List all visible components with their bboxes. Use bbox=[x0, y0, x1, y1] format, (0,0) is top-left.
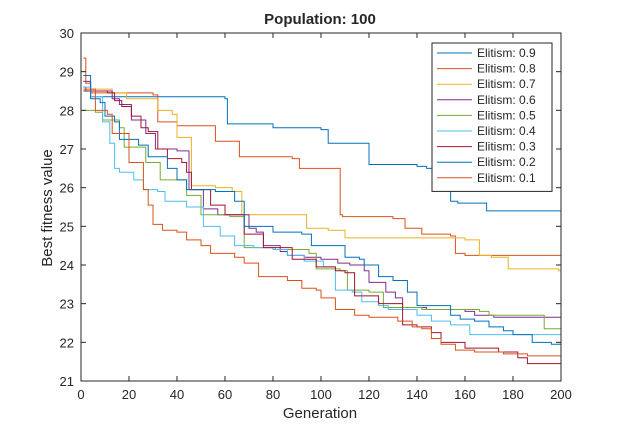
legend-entry-label: Elitism: 0.2 bbox=[477, 155, 536, 169]
x-tick-label: 120 bbox=[358, 387, 380, 402]
x-tick-label: 160 bbox=[454, 387, 476, 402]
legend-entry-label: Elitism: 0.4 bbox=[477, 124, 536, 138]
legend-entry-label: Elitism: 0.5 bbox=[477, 108, 536, 122]
legend-entry-label: Elitism: 0.6 bbox=[477, 93, 536, 107]
x-tick-label: 80 bbox=[266, 387, 280, 402]
x-tick-label: 40 bbox=[170, 387, 184, 402]
y-tick-label: 22 bbox=[60, 335, 74, 350]
series-line-9 bbox=[83, 88, 561, 357]
series-group bbox=[83, 57, 562, 365]
x-axis-label: Generation bbox=[283, 405, 357, 422]
y-tick-label: 30 bbox=[60, 26, 74, 41]
x-tick-label: 140 bbox=[406, 387, 428, 402]
y-tick-label: 26 bbox=[60, 181, 74, 196]
y-tick-label: 28 bbox=[60, 103, 74, 118]
x-tick-label: 20 bbox=[122, 387, 136, 402]
y-tick-label: 25 bbox=[60, 219, 74, 234]
legend-entry-label: Elitism: 0.3 bbox=[477, 140, 536, 154]
y-tick-label: 27 bbox=[60, 142, 74, 157]
series-line-2 bbox=[83, 57, 561, 256]
legend-entry-label: Elitism: 0.1 bbox=[477, 171, 536, 185]
y-tick-label: 24 bbox=[60, 258, 74, 273]
chart-title: Population: 100 bbox=[264, 11, 376, 28]
y-tick-label: 29 bbox=[60, 65, 74, 80]
axes-group: 0 20 40 60 80 100 120 140 160 180 200 21 22 23 24 25 26 2… bbox=[60, 26, 572, 402]
y-tick-label: 23 bbox=[60, 297, 74, 312]
series-line-8 bbox=[83, 75, 562, 349]
legend-entry-label: Elitism: 0.8 bbox=[477, 62, 536, 76]
y-axis-label: Best fitness value bbox=[39, 149, 56, 267]
legend-entry-label: Elitism: 0.9 bbox=[477, 46, 536, 60]
series-line-6 bbox=[83, 86, 561, 336]
series-line-7 bbox=[83, 90, 561, 365]
legend-box bbox=[431, 42, 553, 192]
x-tick-label: 60 bbox=[218, 387, 232, 402]
y-tick-label: 21 bbox=[60, 374, 74, 389]
series-line-3 bbox=[83, 88, 562, 275]
series-line-1 bbox=[83, 86, 562, 215]
legend-entry-label: Elitism: 0.7 bbox=[477, 77, 536, 91]
x-tick-label: 180 bbox=[502, 387, 524, 402]
x-tick-label: 200 bbox=[550, 387, 572, 402]
x-tick-label: 0 bbox=[77, 387, 84, 402]
x-tick-label: 100 bbox=[310, 387, 332, 402]
